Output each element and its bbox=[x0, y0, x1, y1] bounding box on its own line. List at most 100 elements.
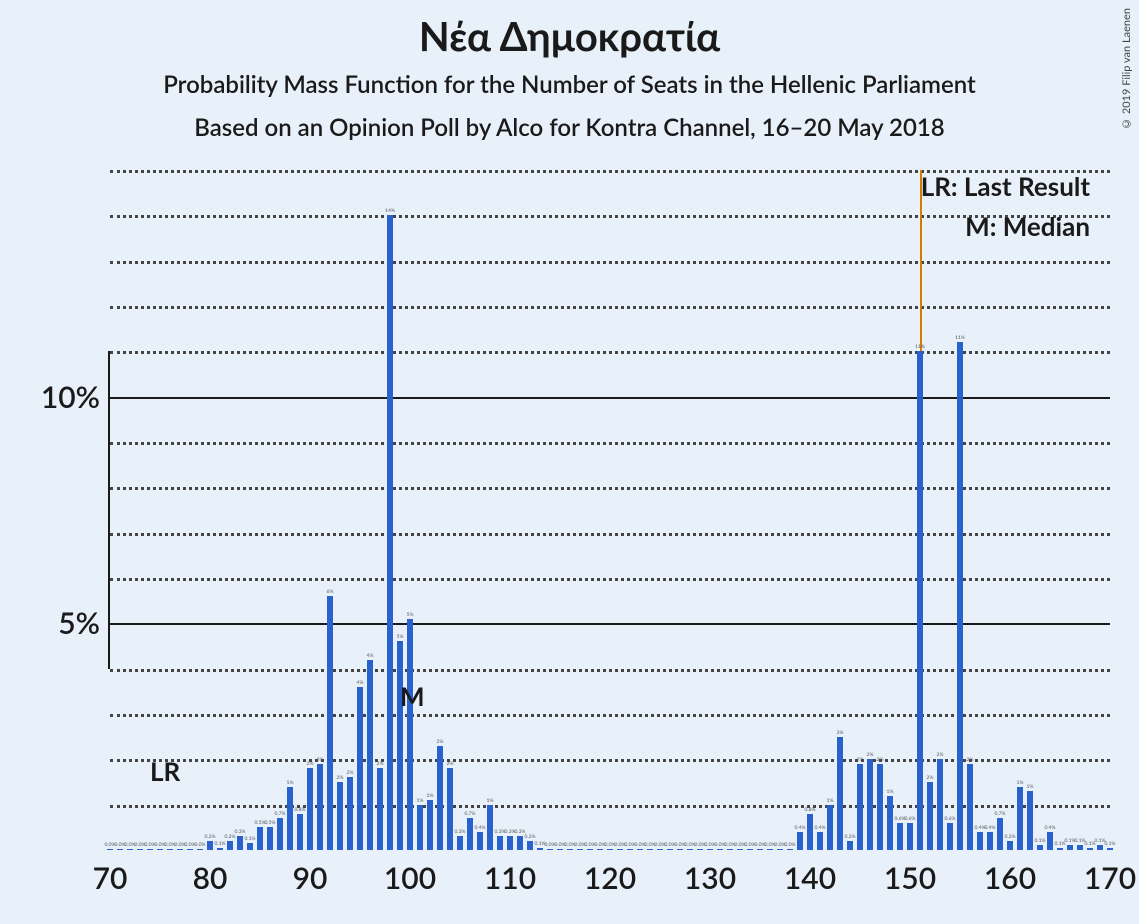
bar-value-label: 0.8% bbox=[295, 807, 306, 813]
bar bbox=[127, 849, 133, 850]
bar bbox=[907, 823, 913, 850]
bar bbox=[457, 836, 463, 850]
bar-value-label: 2% bbox=[937, 752, 944, 758]
bar bbox=[747, 849, 753, 850]
bar bbox=[957, 342, 963, 850]
bar-value-label: 2% bbox=[317, 757, 324, 763]
bar bbox=[317, 764, 323, 850]
bar-value-label: 1% bbox=[827, 798, 834, 804]
bar bbox=[667, 849, 673, 850]
bar bbox=[107, 849, 113, 850]
bar bbox=[527, 841, 533, 850]
bar bbox=[147, 849, 153, 850]
bar bbox=[337, 782, 343, 850]
bar bbox=[707, 849, 713, 850]
bar bbox=[927, 782, 933, 850]
bar-value-label: 0.1% bbox=[1035, 838, 1046, 844]
bar-value-label: 2% bbox=[347, 770, 354, 776]
bar-value-label: 0.7% bbox=[465, 811, 476, 817]
bar-value-label: 11% bbox=[955, 335, 965, 341]
bar-value-label: 1% bbox=[887, 789, 894, 795]
chart-legend: LR: Last Result M: Median bbox=[921, 170, 1090, 250]
bar bbox=[507, 836, 513, 850]
bar bbox=[997, 818, 1003, 850]
bar bbox=[1037, 845, 1043, 850]
bar bbox=[1047, 832, 1053, 850]
bar bbox=[487, 805, 493, 850]
bar-value-label: 2% bbox=[307, 761, 314, 767]
x-axis-label: 80 bbox=[193, 860, 228, 896]
bar bbox=[347, 777, 353, 850]
bar bbox=[1057, 848, 1063, 850]
bar bbox=[847, 841, 853, 850]
bar bbox=[807, 814, 813, 850]
bar bbox=[1017, 787, 1023, 850]
bar bbox=[177, 849, 183, 850]
bar-value-label: 0.6% bbox=[945, 816, 956, 822]
bar bbox=[277, 818, 283, 850]
bar bbox=[787, 849, 793, 850]
bar bbox=[517, 836, 523, 850]
bar bbox=[307, 768, 313, 850]
bar bbox=[357, 687, 363, 850]
bar bbox=[637, 849, 643, 850]
bar bbox=[697, 849, 703, 850]
bar-value-label: 0.1% bbox=[1105, 841, 1116, 847]
bar bbox=[767, 849, 773, 850]
bar-value-label: 0.1% bbox=[215, 841, 226, 847]
bar bbox=[737, 849, 743, 850]
bar-value-label: 4% bbox=[357, 680, 364, 686]
x-axis-label: 160 bbox=[984, 860, 1036, 896]
bar bbox=[857, 764, 863, 850]
bar bbox=[407, 619, 413, 850]
bar bbox=[657, 849, 663, 850]
bar bbox=[1077, 845, 1083, 850]
bar bbox=[227, 841, 233, 850]
bar-value-label: 2% bbox=[857, 757, 864, 763]
m-marker-label: M bbox=[400, 680, 425, 712]
bar bbox=[327, 596, 333, 850]
bar bbox=[117, 849, 123, 850]
bar-value-label: 0.4% bbox=[795, 825, 806, 831]
bar-value-label: 2% bbox=[377, 761, 384, 767]
bar bbox=[397, 641, 403, 850]
bar-value-label: 0.0% bbox=[785, 842, 796, 848]
bar bbox=[827, 805, 833, 850]
bar-value-label: 0.2% bbox=[1005, 834, 1016, 840]
x-axis-label: 170 bbox=[1084, 860, 1136, 896]
chart-subtitle-1: Probability Mass Function for the Number… bbox=[0, 70, 1139, 99]
bar bbox=[757, 849, 763, 850]
bar bbox=[597, 849, 603, 850]
bar bbox=[587, 849, 593, 850]
bar-value-label: 11% bbox=[915, 344, 925, 350]
x-axis-label: 120 bbox=[584, 860, 636, 896]
bar bbox=[447, 768, 453, 850]
bar-value-label: 2% bbox=[867, 752, 874, 758]
bar-value-label: 6% bbox=[327, 589, 334, 595]
x-axis-label: 90 bbox=[293, 860, 328, 896]
bar-value-label: 0.2% bbox=[525, 834, 536, 840]
bar bbox=[287, 787, 293, 850]
bar-value-label: 0.7% bbox=[995, 811, 1006, 817]
bar bbox=[867, 759, 873, 850]
chart-subtitle-2: Based on an Opinion Poll by Alco for Kon… bbox=[0, 113, 1139, 142]
y-axis-label: 10% bbox=[41, 379, 100, 415]
bar bbox=[977, 832, 983, 850]
bar-value-label: 0.1% bbox=[245, 836, 256, 842]
bar bbox=[1027, 791, 1033, 850]
bar bbox=[137, 849, 143, 850]
bar bbox=[687, 849, 693, 850]
x-axis-label: 100 bbox=[384, 860, 436, 896]
copyright-text: © 2019 Filip van Laenen bbox=[1120, 8, 1133, 130]
bar bbox=[837, 737, 843, 850]
bar bbox=[557, 849, 563, 850]
bar bbox=[207, 841, 213, 850]
bar bbox=[817, 832, 823, 850]
bar bbox=[1067, 845, 1073, 850]
bar bbox=[647, 849, 653, 850]
bar bbox=[187, 849, 193, 850]
bar-value-label: 0.4% bbox=[815, 825, 826, 831]
chart-title: Νέα Δημοκρατία bbox=[0, 0, 1139, 60]
bar bbox=[167, 849, 173, 850]
chart-plot-area: 5%10%7080901001101201301401501601700.0%0… bbox=[110, 170, 1110, 850]
